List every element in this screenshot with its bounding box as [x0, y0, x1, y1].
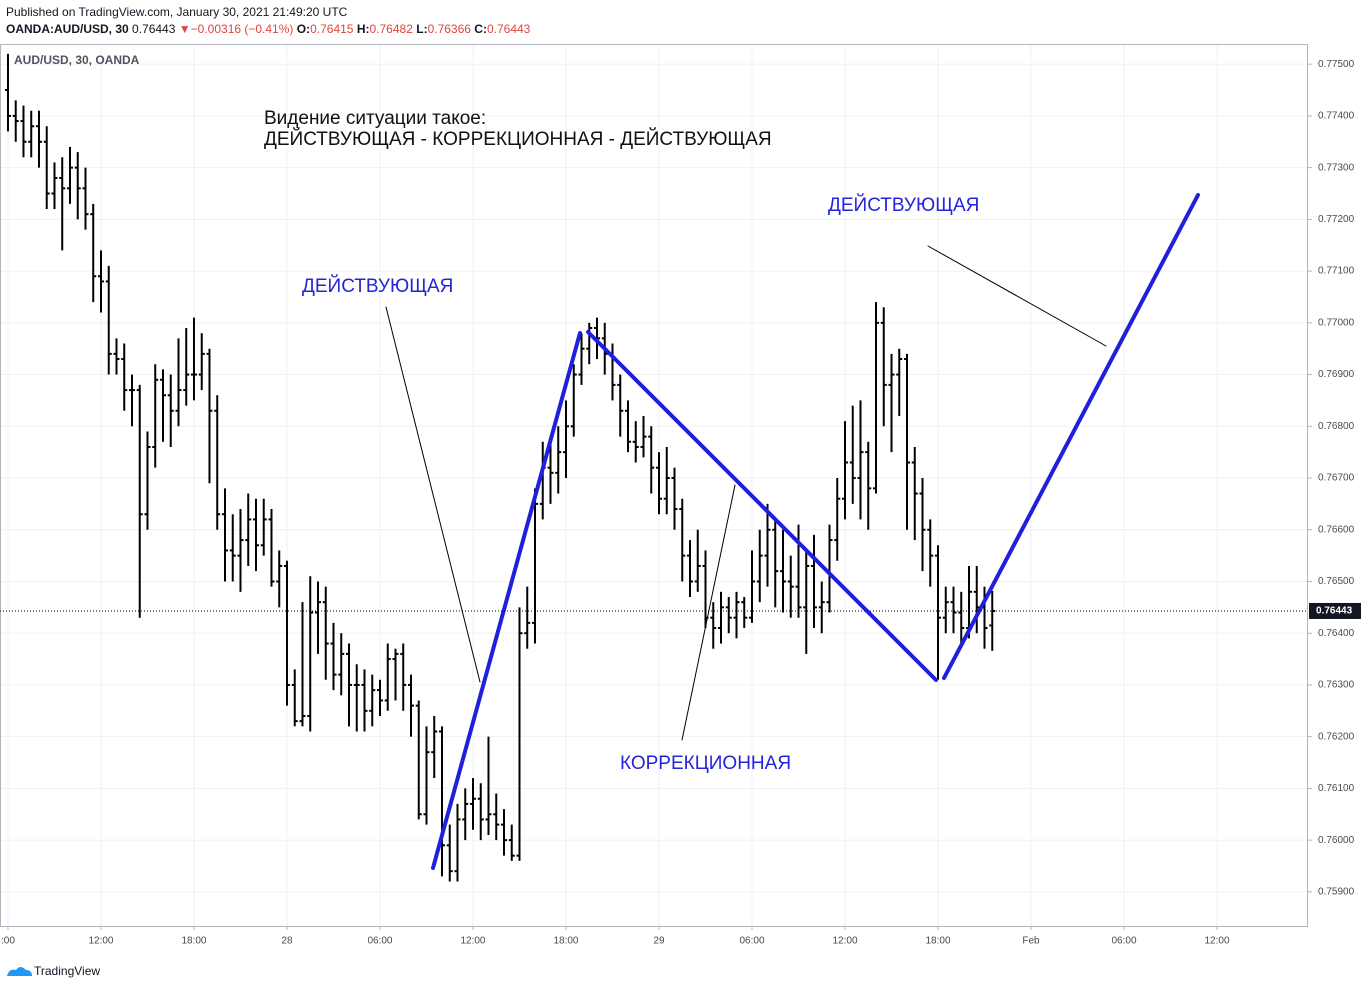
y-tick-label: 0.76900 [1318, 369, 1355, 380]
y-tick-label: 0.76600 [1318, 524, 1355, 535]
c-label: C: [474, 22, 487, 36]
footer: TradingView [7, 964, 100, 978]
o-value: 0.76415 [310, 22, 354, 36]
x-tick-label: 06:00 [739, 936, 764, 947]
l-value: 0.76366 [428, 22, 472, 36]
h-label: H: [357, 22, 370, 36]
y-tick-label: 0.77400 [1318, 111, 1355, 122]
x-tick-label: 18:00 [925, 936, 950, 947]
h-value: 0.76482 [370, 22, 414, 36]
logo [7, 967, 32, 976]
x-tick-label: :00 [1, 936, 15, 947]
y-tick-label: 0.76000 [1318, 835, 1355, 846]
legend: AUD/USD, 30, OANDA [14, 53, 140, 67]
x-tick-label: 29 [653, 936, 665, 947]
bars [4, 53, 996, 882]
drawings [385, 193, 1200, 870]
y-tick-label: 0.77300 [1318, 162, 1355, 173]
symbol-line: OANDA:AUD/USD, 30 0.76443 ▼−0.00316 (−0.… [6, 22, 531, 36]
y-tick-label: 0.75900 [1318, 886, 1355, 897]
change: −0.00316 (−0.41%) [191, 22, 294, 36]
chart-title: Видение ситуации такое: [264, 108, 486, 129]
y-tick-label: 0.76100 [1318, 783, 1355, 794]
x-tick-label: 12:00 [88, 936, 113, 947]
l-label: L: [416, 22, 427, 36]
x-tick-label: 18:00 [553, 936, 578, 947]
annotation: ДЕЙСТВУЮЩАЯ [302, 275, 453, 297]
x-tick-label: 18:00 [181, 936, 206, 947]
price-tag-label: 0.76443 [1316, 606, 1353, 617]
annotation: ДЕЙСТВУЮЩАЯ [828, 194, 979, 216]
price-tag [1309, 602, 1361, 619]
pointer-line [681, 484, 736, 741]
last-price: 0.76443 [132, 22, 176, 36]
pointer-line [385, 306, 481, 683]
o-label: O: [297, 22, 310, 36]
chart-subtitle: ДЕЙСТВУЮЩАЯ - КОРРЕКЦИОННАЯ - ДЕЙСТВУЮЩА… [264, 128, 772, 150]
trend-line [586, 330, 938, 682]
annotation: КОРРЕКЦИОННАЯ [620, 753, 791, 774]
x-tick-label: 12:00 [832, 936, 857, 947]
x-tick-label: 06:00 [367, 936, 392, 947]
trend-line [431, 331, 582, 870]
x-tick-label: 12:00 [460, 936, 485, 947]
grid [0, 44, 1308, 926]
x-tick-label: Feb [1022, 936, 1040, 947]
brand: TradingView [34, 964, 100, 978]
change-arrow: ▼ [179, 22, 191, 36]
c-value: 0.76443 [487, 22, 531, 36]
y-tick-label: 0.77200 [1318, 214, 1355, 225]
y-tick-label: 0.76800 [1318, 421, 1355, 432]
y-tick-label: 0.76500 [1318, 576, 1355, 587]
x-tick-label: 28 [281, 936, 293, 947]
y-tick-label: 0.76200 [1318, 731, 1355, 742]
symbol: OANDA:AUD/USD, 30 [6, 22, 129, 36]
y-tick-label: 0.77000 [1318, 317, 1355, 328]
x-tick-label: 12:00 [1204, 936, 1229, 947]
y-tick-label: 0.77500 [1318, 59, 1355, 70]
y-tick-label: 0.77100 [1318, 266, 1355, 277]
y-tick-label: 0.76400 [1318, 628, 1355, 639]
trend-line [942, 193, 1200, 680]
published: Published on TradingView.com, January 30… [6, 5, 348, 19]
plot-frame [0, 44, 1308, 927]
y-tick-label: 0.76300 [1318, 680, 1355, 691]
y-tick-label: 0.76700 [1318, 473, 1355, 484]
x-tick-label: 06:00 [1111, 936, 1136, 947]
pointer-line [927, 245, 1107, 347]
